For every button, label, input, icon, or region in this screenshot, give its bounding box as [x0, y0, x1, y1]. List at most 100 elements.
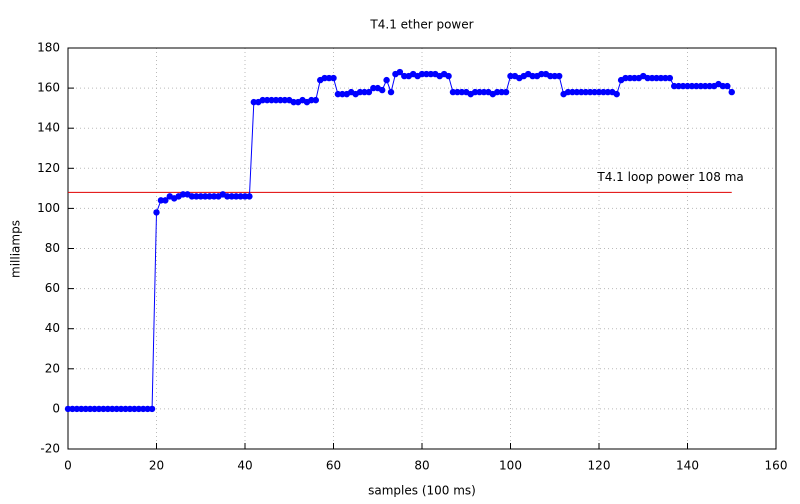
data-point — [702, 82, 709, 90]
x-tick-label: 0 — [64, 459, 72, 473]
x-tick-label: 100 — [499, 459, 522, 473]
data-point — [551, 72, 558, 80]
data-point — [365, 88, 373, 96]
data-point — [109, 405, 116, 413]
data-point — [179, 191, 187, 198]
data-point — [688, 82, 696, 90]
data-point — [82, 405, 89, 413]
data-point — [272, 96, 280, 104]
data-point — [564, 88, 572, 96]
data-point — [675, 82, 682, 90]
data-point — [330, 74, 337, 82]
data-point — [547, 72, 554, 80]
data-point — [644, 74, 651, 82]
x-tick-label: 140 — [676, 459, 699, 473]
y-tick-label: 120 — [37, 161, 60, 175]
data-point — [697, 82, 704, 90]
data-point — [383, 76, 390, 84]
data-point — [290, 98, 297, 106]
data-point — [684, 82, 691, 90]
data-point — [188, 193, 196, 200]
data-point — [396, 68, 404, 76]
data-point — [595, 88, 603, 96]
data-point — [591, 88, 598, 96]
data-point — [117, 405, 125, 413]
data-point — [148, 405, 156, 413]
data-point — [241, 193, 249, 200]
data-point — [104, 405, 112, 413]
data-point — [78, 405, 85, 413]
data-point — [671, 82, 678, 90]
data-point — [427, 70, 435, 78]
data-point — [449, 88, 457, 96]
data-point — [657, 74, 665, 82]
data-point — [662, 74, 669, 82]
data-point — [157, 197, 165, 204]
data-point — [228, 193, 235, 200]
data-point — [263, 96, 271, 104]
data-point — [631, 74, 638, 82]
y-tick-label: 80 — [45, 241, 60, 255]
data-point — [724, 82, 731, 90]
y-tick-label: -20 — [40, 442, 60, 456]
x-tick-label: 40 — [237, 459, 252, 473]
data-point — [458, 88, 466, 96]
x-tick-label: 20 — [149, 459, 164, 473]
data-point — [268, 96, 275, 104]
y-axis-label: milliamps — [9, 220, 23, 278]
x-tick-label: 120 — [588, 459, 611, 473]
data-point — [131, 405, 138, 413]
data-point — [626, 74, 634, 82]
data-point — [281, 96, 289, 104]
data-point — [706, 82, 713, 90]
data-point — [339, 90, 346, 98]
data-point — [140, 405, 147, 413]
data-point — [604, 88, 612, 96]
data-point — [308, 96, 315, 104]
data-point — [135, 405, 142, 413]
y-tick-label: 0 — [52, 401, 60, 415]
data-point — [250, 98, 258, 106]
data-point — [507, 72, 514, 80]
data-point — [728, 88, 735, 96]
data-point — [471, 88, 479, 96]
data-point — [201, 193, 209, 200]
x-tick-label: 80 — [414, 459, 429, 473]
data-point — [387, 88, 395, 96]
data-point — [334, 90, 342, 98]
x-tick-label: 160 — [765, 459, 788, 473]
data-point — [582, 88, 589, 96]
data-point — [113, 405, 120, 413]
data-point — [321, 74, 328, 82]
data-point — [586, 88, 594, 96]
data-point — [498, 88, 505, 96]
data-point — [573, 88, 581, 96]
data-point — [666, 74, 673, 82]
data-point — [64, 405, 72, 413]
data-point — [69, 405, 76, 413]
data-point — [370, 84, 377, 92]
data-point — [719, 82, 727, 90]
data-point — [356, 88, 364, 96]
y-tick-label: 180 — [37, 41, 60, 55]
data-point — [538, 70, 545, 78]
data-point — [494, 88, 501, 96]
data-point — [569, 88, 576, 96]
data-point — [206, 193, 213, 200]
data-point — [693, 82, 700, 90]
data-point — [480, 88, 488, 96]
data-point — [86, 405, 94, 413]
data-point — [162, 197, 169, 204]
data-point — [210, 193, 218, 200]
data-point — [122, 405, 129, 413]
data-point — [555, 72, 563, 80]
data-point — [224, 193, 231, 200]
y-tick-label: 140 — [37, 121, 60, 135]
data-point — [600, 88, 607, 96]
data-point — [679, 82, 687, 90]
data-point — [401, 72, 408, 80]
data-point — [91, 405, 98, 413]
y-tick-label: 20 — [45, 361, 60, 375]
x-tick-label: 60 — [326, 459, 341, 473]
data-point — [193, 193, 200, 200]
